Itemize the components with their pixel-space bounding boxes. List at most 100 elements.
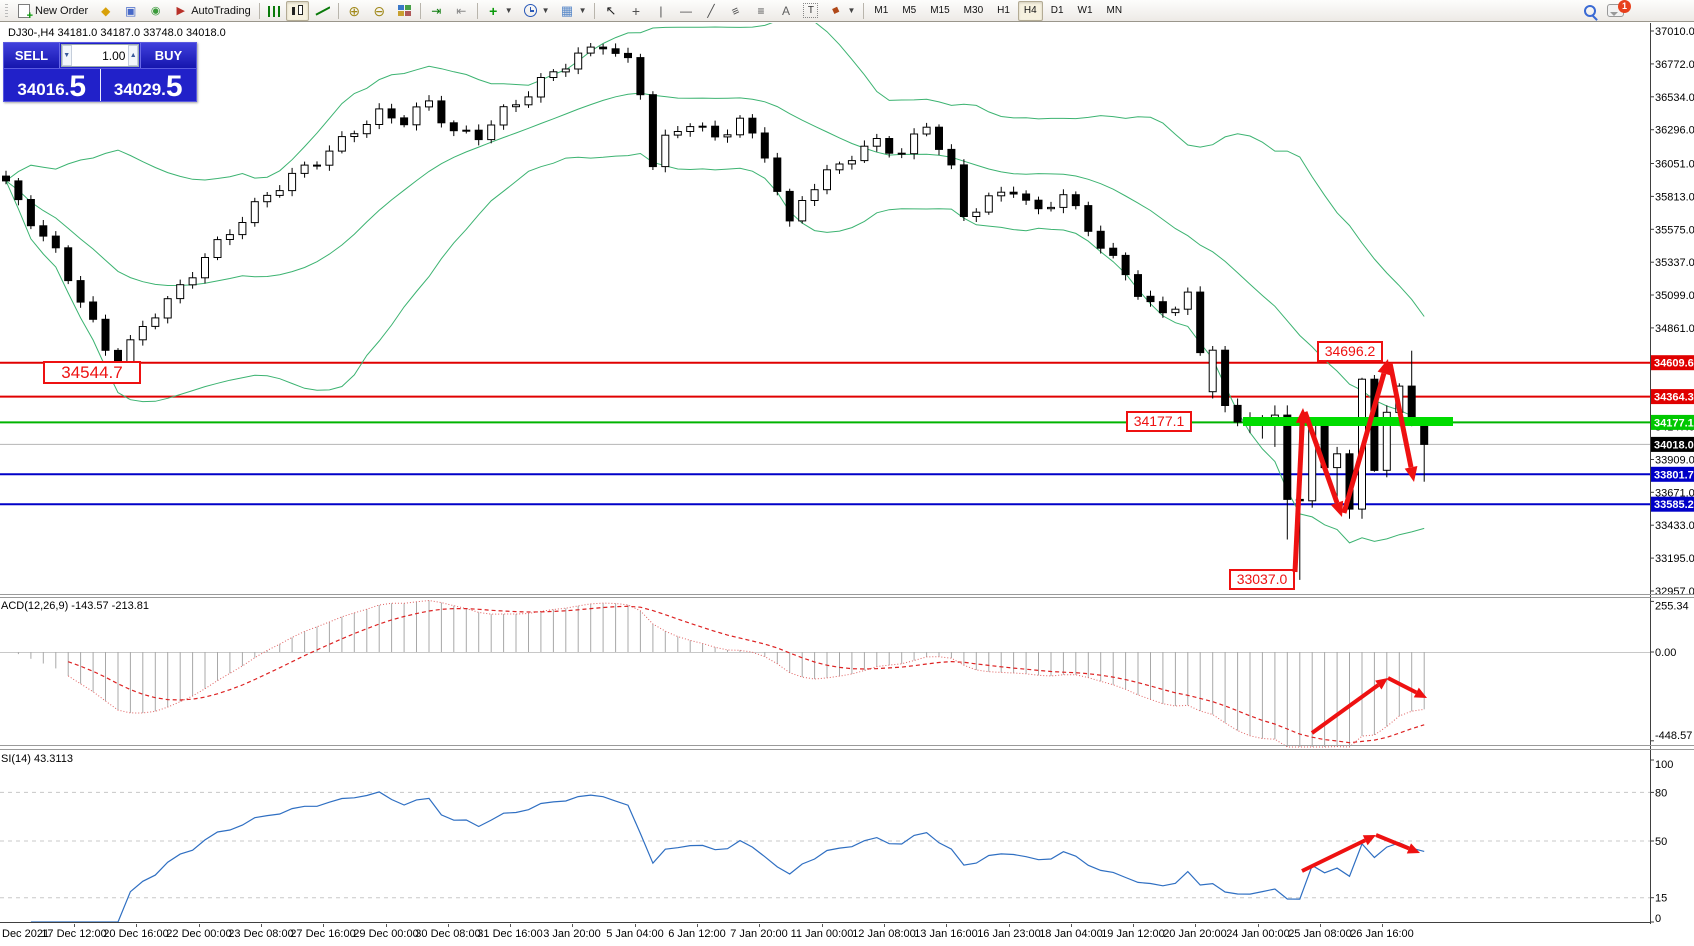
indicators-button[interactable]: + ▼ [489,2,513,19]
volume-decrease-button[interactable]: ▼ [62,45,72,66]
svg-text:33195.0: 33195.0 [1655,553,1694,565]
svg-text:100: 100 [1655,759,1673,771]
timeframe-H4[interactable]: H4 [1017,0,1043,21]
svg-text:34609.6: 34609.6 [1654,358,1694,370]
svg-text:-448.57: -448.57 [1655,730,1692,742]
time-label: Dec 2021 [2,928,50,940]
svg-text:34696.2: 34696.2 [1325,343,1376,359]
bar-chart-icon [267,6,280,17]
trendline-button[interactable]: ╱ [707,3,715,18]
svg-text:50: 50 [1655,836,1667,848]
svg-text:36296.0: 36296.0 [1655,125,1694,137]
news-button[interactable]: ◉ [150,4,161,17]
market-watch-button[interactable]: ◆ [101,3,111,18]
svg-text:255.34: 255.34 [1655,600,1689,612]
buy-button[interactable]: BUY [140,43,196,68]
label-icon: T [803,3,819,18]
sell-button[interactable]: SELL [4,43,60,68]
crosshair-button[interactable]: + [631,2,641,19]
svg-text:34177.1: 34177.1 [1654,417,1694,429]
svg-text:33433.0: 33433.0 [1655,520,1694,532]
time-label: 12 Jan 08:00 [852,928,916,940]
auto-scroll-button[interactable]: ⇥ [431,3,442,18]
svg-text:33671.0: 33671.0 [1655,487,1694,499]
svg-text:34364.3: 34364.3 [1654,392,1694,404]
arrows-button[interactable]: ◆ ▼ [830,3,856,17]
sell-price: 34016. 5 [4,69,101,102]
svg-text:35099.0: 35099.0 [1655,290,1694,302]
time-label: 18 Jan 04:00 [1039,928,1103,940]
zoom-out-button[interactable]: ⊖ [373,2,386,19]
chart-shift-button[interactable]: ⇤ [456,3,467,18]
search-icon[interactable] [1584,4,1596,17]
text-button[interactable]: A [781,3,790,18]
cursor-button[interactable]: ↖ [605,2,617,18]
timeframe-M1[interactable]: M1 [874,5,889,16]
time-label: 3 Jan 20:00 [543,928,601,940]
volume-increase-button[interactable]: ▲ [128,45,138,66]
chart-title: DJ30-,H4 34181.0 34187.0 33748.0 34018.0 [8,27,226,39]
time-label: 29 Dec 00:00 [353,928,419,940]
macd-panel[interactable]: 255.34 0.00 -448.57 [0,597,1694,749]
volume-input[interactable] [71,47,129,64]
line-chart-button[interactable] [311,1,334,21]
rsi-panel[interactable]: 100 80 50 15 0 [0,749,1694,924]
time-label: 19 Jan 12:00 [1101,928,1165,940]
time-label: 24 Jan 00:00 [1226,928,1290,940]
timeframe-M5[interactable]: M5 [902,5,917,16]
new-order-button[interactable]: New Order [12,1,92,22]
bar-chart-button[interactable] [264,1,284,21]
tile-windows-button[interactable] [393,1,416,21]
horizontal-line-button[interactable]: — [679,3,692,18]
svg-text:36051.0: 36051.0 [1655,159,1694,171]
timeframe-H1[interactable]: H1 [997,5,1010,16]
vertical-line-button[interactable]: | [659,3,663,18]
candlestick-icon [290,3,305,18]
svg-text:35337.0: 35337.0 [1655,257,1694,269]
channel-button[interactable]: ≡ [729,2,743,19]
svg-text:33909.0: 33909.0 [1655,455,1694,467]
time-label: 17 Dec 12:00 [41,928,107,940]
svg-text:34861.0: 34861.0 [1655,323,1694,335]
timeframe-D1[interactable]: D1 [1050,5,1064,16]
timeframe-M15[interactable]: M15 [930,5,950,16]
candlestick-chart-button[interactable] [285,0,309,21]
timeframe-MN[interactable]: MN [1106,5,1123,16]
main-chart[interactable]: 37010.0 36772.0 36534.0 36296.0 36051.0 35813… [0,23,1694,597]
time-label: 16 Jan 23:00 [977,928,1041,940]
time-label: 22 Dec 00:00 [166,928,232,940]
svg-text:37010.0: 37010.0 [1655,26,1694,38]
periods-button[interactable]: ▼ [519,1,554,21]
time-label: 27 Dec 16:00 [290,928,356,940]
clock-icon [523,4,537,17]
chevron-down-icon: ▼ [541,6,550,15]
timeframe-M30[interactable]: M30 [963,5,984,16]
svg-text:36772.0: 36772.0 [1655,59,1694,71]
autotrading-button[interactable]: ▶ AutoTrading [176,4,251,17]
time-label: 30 Dec 08:00 [415,928,481,940]
svg-text:34544.7: 34544.7 [61,363,122,382]
rsi-label: SI(14) 43.3113 [1,753,73,765]
svg-text:35575.0: 35575.0 [1655,224,1694,236]
buy-price: 34029. 5 [113,70,183,103]
chat-icon[interactable]: 1 [1607,0,1631,17]
time-label: 20 Jan 20:00 [1163,928,1227,940]
time-label: 31 Dec 16:00 [477,928,543,940]
time-axis[interactable]: Dec 2021 17 Dec 12:00 20 Dec 16:00 22 Dec 0… [0,924,1694,946]
fibonacci-button[interactable]: ≡ [757,3,765,18]
new-order-icon [18,3,33,22]
toolbar-grip[interactable] [5,3,8,18]
templates-button[interactable]: ▦ ▼ [560,2,587,18]
line-chart-icon [315,3,330,18]
label-button[interactable]: T [799,1,822,21]
time-label: 25 Jan 08:00 [1288,928,1352,940]
timeframe-W1[interactable]: W1 [1077,5,1093,16]
svg-text:0: 0 [1655,913,1661,924]
zoom-in-button[interactable]: ⊕ [348,2,361,19]
macd-label: ACD(12,26,9) -143.57 -213.81 [1,600,149,612]
time-label: 20 Dec 16:00 [103,928,169,940]
svg-text:34018.0: 34018.0 [1654,439,1694,451]
signals-button[interactable]: ▣ [125,3,137,18]
time-label: 7 Jan 20:00 [730,928,788,940]
